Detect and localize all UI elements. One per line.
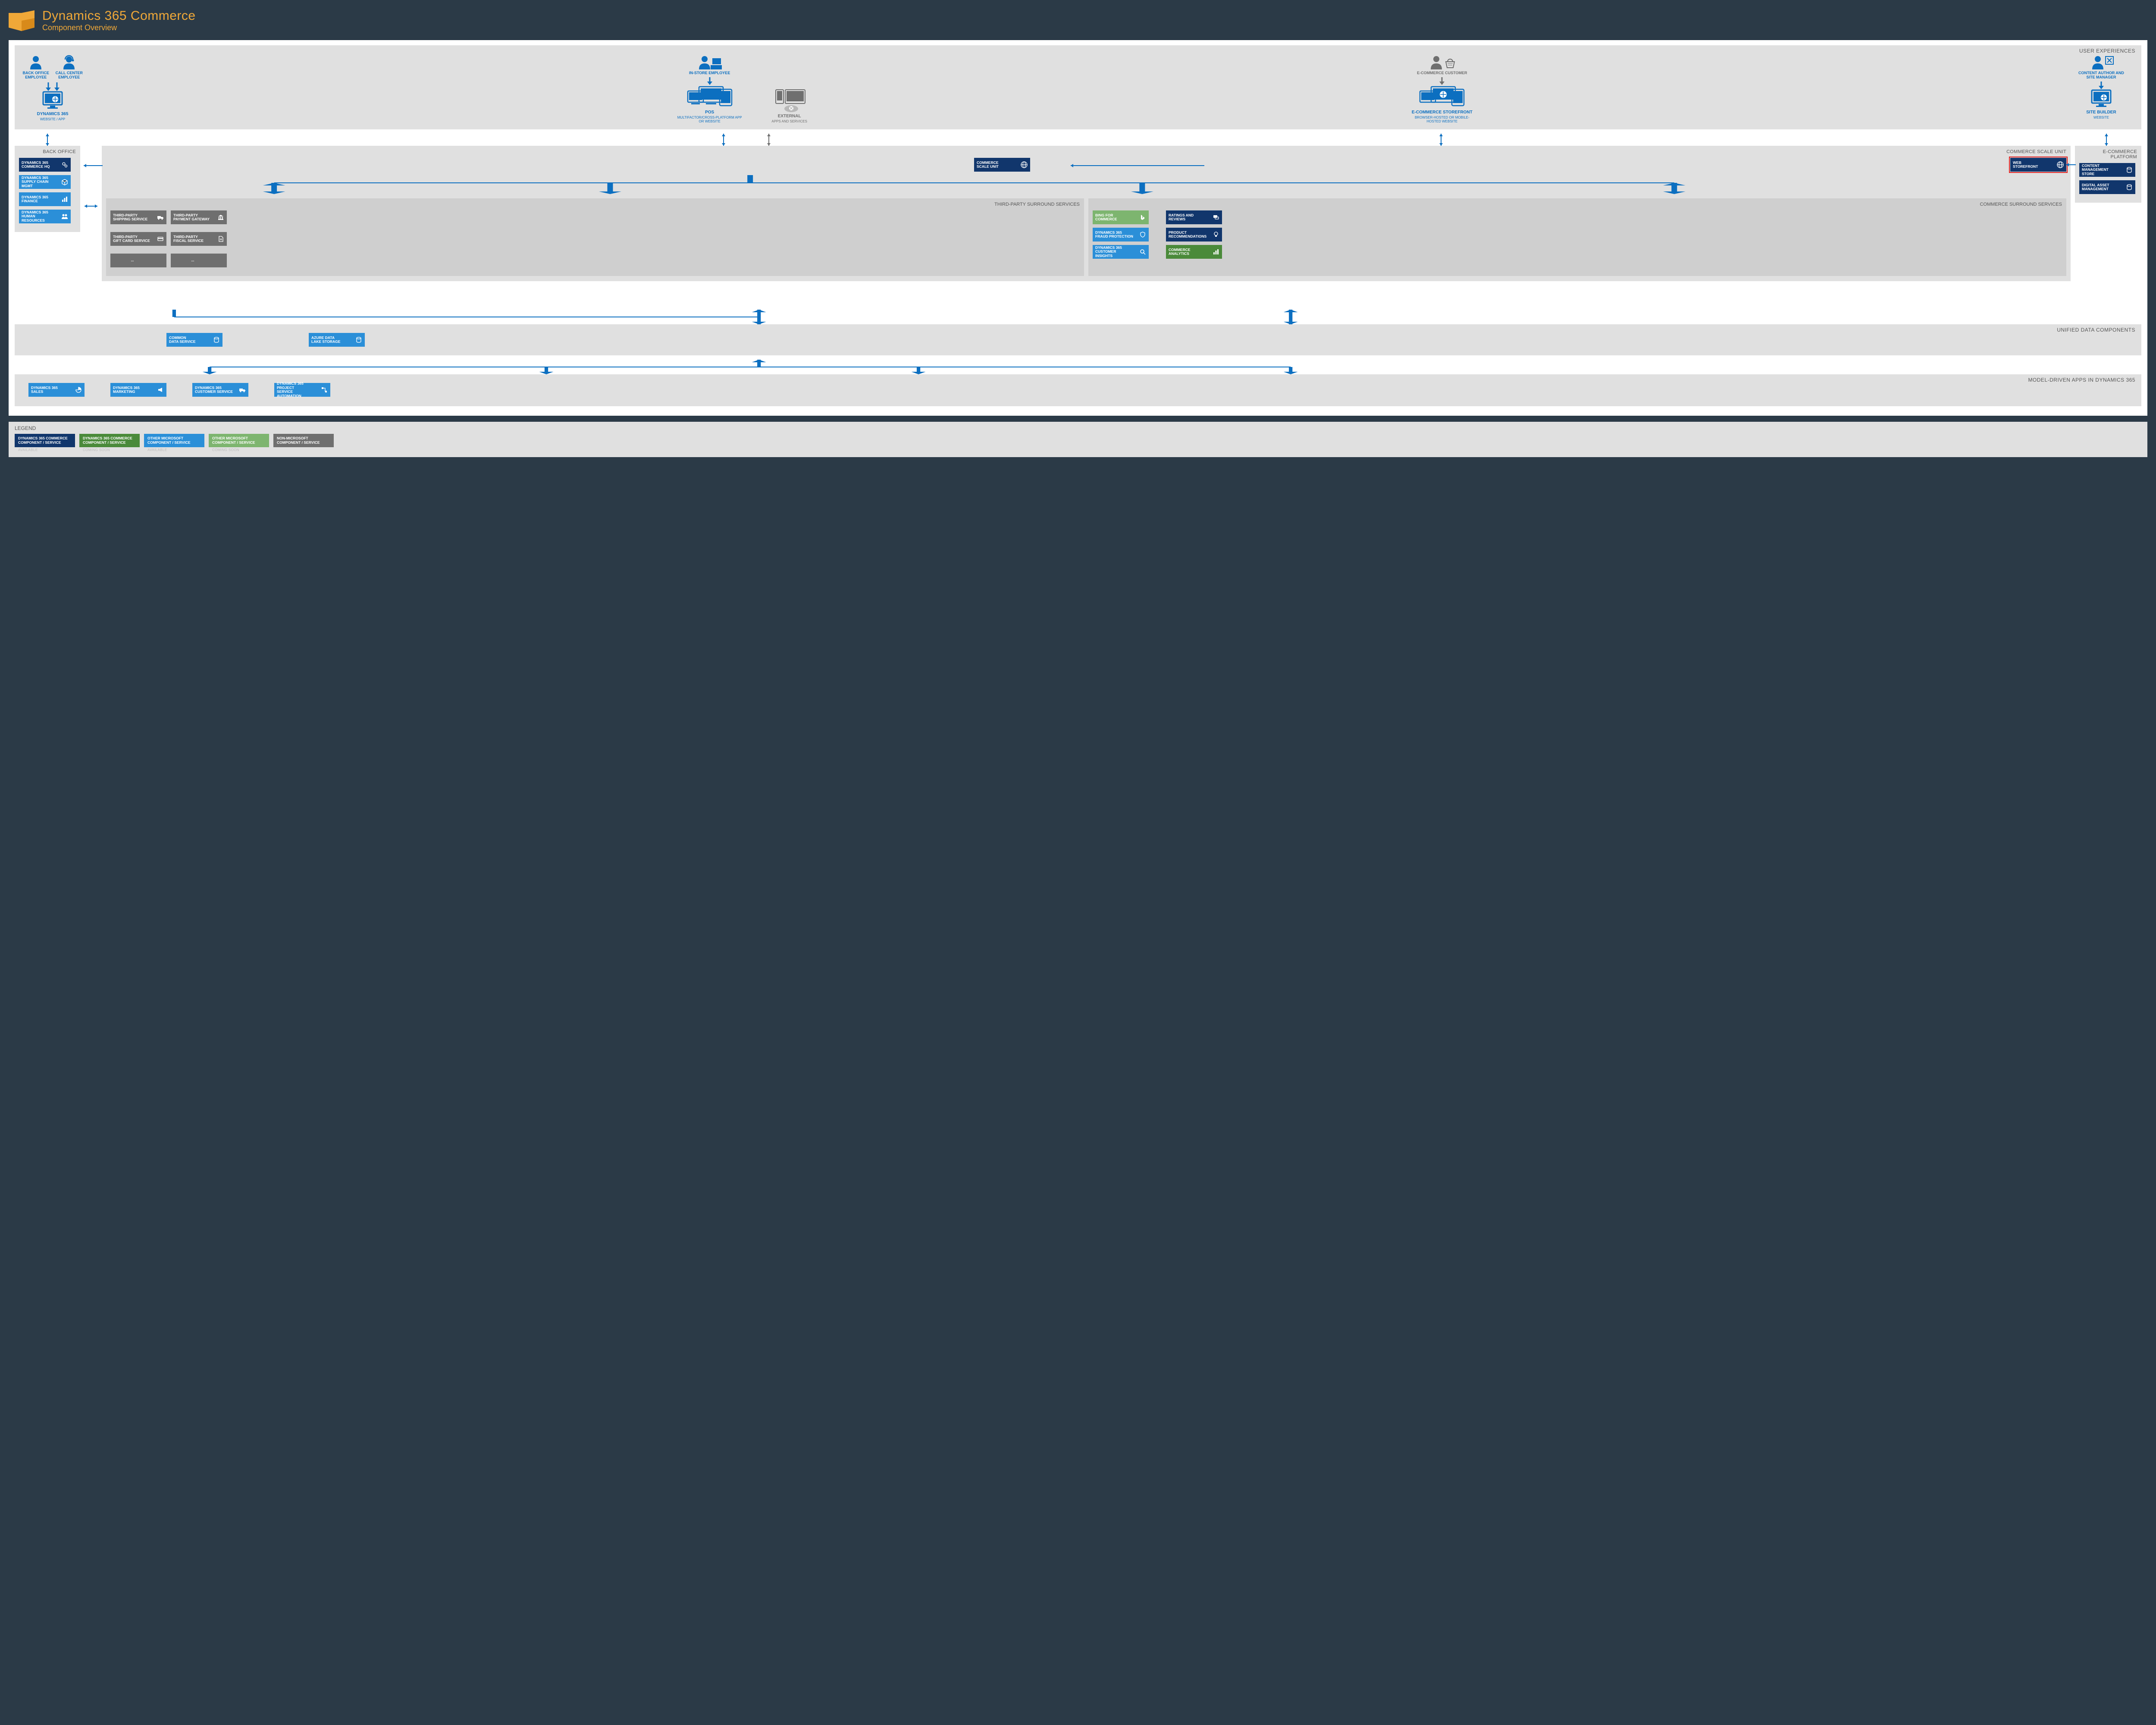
component-card: THIRD-PARTYGIFT CARD SERVICE — [110, 232, 166, 246]
page-title: Dynamics 365 Commerce — [42, 9, 196, 23]
connector — [15, 310, 2141, 324]
connector — [15, 360, 2141, 374]
component-card: DYNAMICS 365SUPPLY CHAIN MGMT — [19, 175, 71, 189]
panel-title: E-COMMERCE PLATFORM — [2079, 149, 2137, 160]
connector — [84, 162, 103, 169]
connector — [17, 134, 78, 146]
section-udc: UNIFIED DATA COMPONENTS COMMONDATA SERVI… — [15, 324, 2141, 355]
persona-label: CONTENT AUTHOR AND SITE MANAGER — [2075, 71, 2127, 80]
component-card: THIRD-PARTYSHIPPING SERVICE — [110, 210, 166, 224]
panel-thirdparty: THIRD-PARTY SURROUND SERVICES THIRD-PART… — [106, 198, 1084, 276]
section-user-experiences: USER EXPERIENCES BACK OFFICE EMPLOYEE CA… — [15, 45, 2141, 129]
component-card: RATINGS ANDREVIEWS — [1166, 210, 1222, 224]
legend-item: OTHER MICROSOFTCOMPONENT / SERVICEAVAILA… — [144, 434, 204, 452]
devices-group-icon — [686, 85, 733, 108]
component-card: DYNAMICS 365FINANCE — [19, 192, 71, 206]
legend-item: NON-MICROSOFTCOMPONENT / SERVICE — [273, 434, 334, 452]
arrow-down-icon — [45, 82, 52, 91]
panel-csu: COMMERCE SCALE UNIT COMMERCESCALE UNIT W… — [102, 146, 2071, 281]
legend-title: LEGEND — [15, 425, 2141, 431]
connector — [85, 202, 97, 305]
component-card: PRODUCTRECOMMENDATIONS — [1166, 228, 1222, 242]
monitor-icon — [41, 91, 65, 110]
component-card: DYNAMICS 365FRAUD PROTECTION — [1093, 228, 1149, 242]
devices-group-icon — [1418, 85, 1466, 108]
connector — [2066, 161, 2076, 168]
panel-commerce-surround: COMMERCE SURROUND SERVICES BING FORCOMME… — [1088, 198, 2066, 276]
device-sub: WEBSITE / APP — [40, 117, 65, 121]
section-mda: MODEL-DRIVEN APPS IN DYNAMICS 365 DYNAMI… — [15, 374, 2141, 406]
component-card: COMMERCESCALE UNIT — [974, 158, 1030, 172]
device-title: POS — [705, 110, 714, 115]
component-card: CONTENTMANAGEMENT STORE — [2079, 163, 2135, 177]
component-card: BING FORCOMMERCE — [1093, 210, 1149, 224]
component-card: COMMONDATA SERVICE — [166, 333, 222, 347]
person-basket-icon — [1428, 55, 1456, 69]
persona-label: CALL CENTER EMPLOYEE — [56, 71, 83, 80]
persona-label: IN-STORE EMPLOYEE — [689, 71, 730, 75]
section-label: USER EXPERIENCES — [2079, 48, 2135, 54]
section-label: MODEL-DRIVEN APPS IN DYNAMICS 365 — [2028, 377, 2135, 383]
person-icon — [28, 55, 44, 69]
connector — [1404, 134, 1478, 146]
component-card: DYNAMICS 365COMMERCE HQ — [19, 158, 71, 172]
device-title: DYNAMICS 365 — [37, 112, 69, 116]
panel-back-office: BACK OFFICE DYNAMICS 365COMMERCE HQDYNAM… — [15, 146, 80, 232]
component-card: DYNAMICS 365 PROJECTSERVICE AUTOMATION — [274, 383, 330, 397]
person-edit-icon — [2088, 55, 2114, 69]
external-services-icon — [772, 89, 807, 112]
device-sub: WEBSITE — [2093, 116, 2109, 119]
component-card: COMMERCEANALYTICS — [1166, 245, 1222, 259]
persona-label: E-COMMERCE CUSTOMER — [1417, 71, 1467, 75]
persona-label: BACK OFFICE EMPLOYEE — [22, 71, 50, 80]
component-card: DYNAMICS 365SALES — [28, 383, 85, 397]
component-card: THIRD-PARTYFISCAL SERVICE — [171, 232, 227, 246]
backoffice-cards: DYNAMICS 365COMMERCE HQ DYNAMICS 365SUPPL… — [19, 158, 76, 223]
component-card: DYNAMICS 365HUMAN RESOURCES — [19, 210, 71, 223]
page-subtitle: Component Overview — [42, 23, 196, 32]
device-title: SITE BUILDER — [2086, 110, 2116, 115]
component-card: THIRD-PARTYPAYMENT GATEWAY — [171, 210, 227, 224]
headset-person-icon — [61, 55, 77, 69]
connector — [2074, 134, 2139, 146]
component-card: WEBSTOREFRONT — [2010, 158, 2066, 172]
device-sub: BROWSER-HOSTED OR MOBILE-HOSTED WEBSITE — [1410, 116, 1474, 123]
legend-item: OTHER MICROSOFTCOMPONENT / SERVICECOMING… — [209, 434, 269, 452]
component-card: ... — [171, 254, 227, 267]
monitor-icon — [2089, 89, 2113, 108]
panel-title: THIRD-PARTY SURROUND SERVICES — [110, 202, 1080, 207]
panel-title: COMMERCE SCALE UNIT — [106, 149, 2066, 154]
arrow-down-icon — [53, 82, 60, 91]
device-title: E-COMMERCE STOREFRONT — [1412, 110, 1473, 115]
panel-ecom-platform: E-COMMERCE PLATFORM CONTENTMANAGEMENT ST… — [2075, 146, 2141, 203]
logo-icon — [9, 10, 34, 31]
panel-title: COMMERCE SURROUND SERVICES — [1093, 202, 2062, 207]
arrow-down-icon — [1438, 77, 1445, 85]
component-card: DYNAMICS 365MARKETING — [110, 383, 166, 397]
external-title: EXTERNAL — [778, 114, 801, 119]
legend-item: DYNAMICS 365 COMMERCECOMPONENT / SERVICE… — [15, 434, 75, 452]
middle-row: BACK OFFICE DYNAMICS 365COMMERCE HQDYNAM… — [15, 146, 2141, 305]
arrow-down-icon — [706, 77, 713, 85]
component-card: DYNAMICS 365CUSTOMER SERVICE — [192, 383, 248, 397]
section-label: UNIFIED DATA COMPONENTS — [2057, 327, 2135, 333]
arrow-down-icon — [2098, 82, 2105, 89]
legend: LEGEND DYNAMICS 365 COMMERCECOMPONENT / … — [9, 422, 2147, 457]
component-card: DIGITAL ASSETMANAGEMENT — [2079, 180, 2135, 194]
external-sub: APPS AND SERVICES — [771, 119, 807, 123]
component-card: AZURE DATALAKE STORAGE — [309, 333, 365, 347]
connector — [683, 134, 808, 146]
connector-fan — [106, 175, 2066, 194]
person-register-icon — [698, 55, 722, 69]
panel-title: BACK OFFICE — [19, 149, 76, 154]
diagram-canvas: USER EXPERIENCES BACK OFFICE EMPLOYEE CA… — [9, 40, 2147, 416]
page-header: Dynamics 365 Commerce Component Overview — [9, 9, 2147, 32]
component-card: DYNAMICS 365CUSTOMER INSIGHTS — [1093, 245, 1149, 259]
legend-item: DYNAMICS 365 COMMERCECOMPONENT / SERVICE… — [79, 434, 140, 452]
component-card: ... — [110, 254, 166, 267]
device-sub: MULTIFACTOR/CROSS-PLATFORM APP OR WEBSIT… — [675, 116, 744, 123]
